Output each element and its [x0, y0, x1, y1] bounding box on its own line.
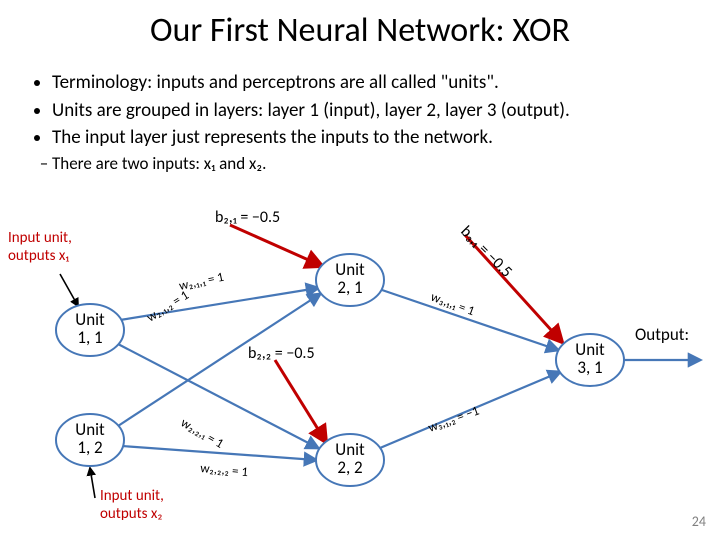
- node-1-2-label-b: 1, 2: [77, 437, 102, 458]
- input2-anno-b: outputs x₂: [100, 505, 162, 520]
- bias-21: [230, 225, 322, 266]
- node-2-2-label-b: 2, 2: [337, 457, 362, 478]
- node-1-1-label-b: 1, 1: [77, 327, 102, 348]
- label-w312: w₃,₁,₂ = −1: [426, 403, 481, 435]
- sub-bullet-1: There are two inputs: x₁ and x₂.: [52, 153, 700, 176]
- input1-anno-b: outputs x₁: [8, 247, 69, 265]
- bullet-1: Terminology: inputs and perceptrons are …: [52, 70, 700, 96]
- pointer-input1: [60, 274, 78, 306]
- bullet-list: Terminology: inputs and perceptrons are …: [30, 70, 700, 178]
- input2-anno-a: Input unit,: [100, 487, 164, 505]
- pointer-input2: [90, 468, 95, 498]
- edge-21-31: [382, 290, 558, 350]
- node-2-1-label-b: 2, 1: [337, 277, 362, 298]
- page-number: 24: [692, 513, 706, 530]
- output-anno: Output:: [635, 324, 689, 345]
- bullet-3: The input layer just represents the inpu…: [52, 125, 700, 151]
- label-w212: w₂,₁,₂ = 1: [144, 288, 192, 325]
- label-b31: b₃,₁ = −0.5: [456, 222, 515, 281]
- bullet-2: Units are grouped in layers: layer 1 (in…: [52, 98, 700, 124]
- label-b22: b₂,₂ = −0.5: [248, 344, 315, 363]
- node-3-1-label-b: 3, 1: [577, 357, 602, 378]
- label-w222: w₂,₂,₂ = 1: [200, 461, 249, 480]
- network-diagram: Unit 1, 1 Unit 1, 2 Unit 2, 1 Unit 2, 2 …: [0, 210, 720, 520]
- page-title: Our First Neural Network: XOR: [0, 10, 720, 51]
- label-b21: b₂,₁ = −0.5: [215, 210, 280, 227]
- input1-anno-a: Input unit,: [8, 229, 72, 247]
- label-w221: w₂,₂,₁ = 1: [178, 415, 226, 451]
